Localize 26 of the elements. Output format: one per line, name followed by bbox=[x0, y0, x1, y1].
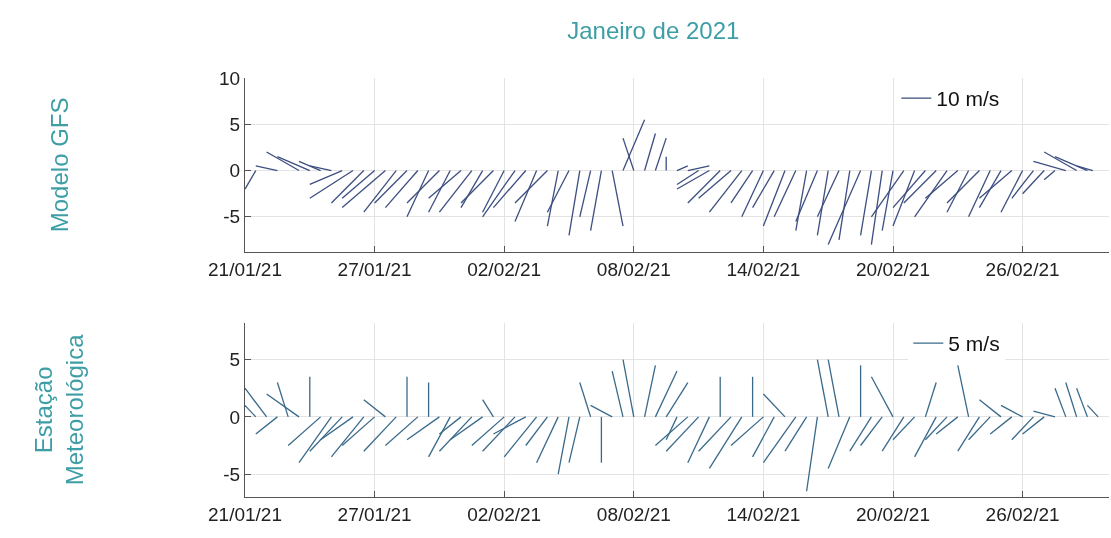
x-tick-label: 14/02/21 bbox=[726, 258, 801, 280]
x-tick-label: 02/02/21 bbox=[467, 503, 542, 525]
x-tick-label: 02/02/21 bbox=[467, 258, 542, 280]
x-tick-label: 26/02/21 bbox=[985, 503, 1060, 525]
x-tick-label: 20/02/21 bbox=[856, 258, 930, 280]
x-tick-label: 21/01/21 bbox=[208, 258, 282, 280]
x-tick-label: 08/02/21 bbox=[596, 258, 671, 280]
y-axis-title: Modelo GFS bbox=[46, 97, 74, 233]
y-tick-label: 0 bbox=[229, 160, 241, 182]
y-tick-label: -5 bbox=[223, 463, 241, 485]
y-tick-label: 5 bbox=[229, 113, 241, 135]
y-tick-label: 10 bbox=[219, 67, 241, 89]
x-tick-label: 20/02/21 bbox=[856, 503, 930, 525]
x-tick-label: 08/02/21 bbox=[596, 503, 671, 525]
x-tick-label: 26/02/21 bbox=[985, 258, 1060, 280]
y-axis-title: Estação Meteorológica bbox=[30, 333, 89, 486]
legend-label: 5 m/s bbox=[948, 332, 1000, 356]
y-tick-label: -5 bbox=[223, 206, 241, 228]
y-tick-label: 0 bbox=[229, 406, 241, 428]
legend-label: 10 m/s bbox=[936, 87, 1000, 111]
x-tick-label: 21/01/21 bbox=[208, 503, 282, 525]
chart-title: Janeiro de 2021 bbox=[567, 16, 740, 44]
x-tick-label: 27/01/21 bbox=[337, 258, 412, 280]
x-tick-label: 14/02/21 bbox=[726, 503, 801, 525]
y-tick-label: 5 bbox=[229, 349, 241, 371]
x-tick-label: 27/01/21 bbox=[337, 503, 412, 525]
